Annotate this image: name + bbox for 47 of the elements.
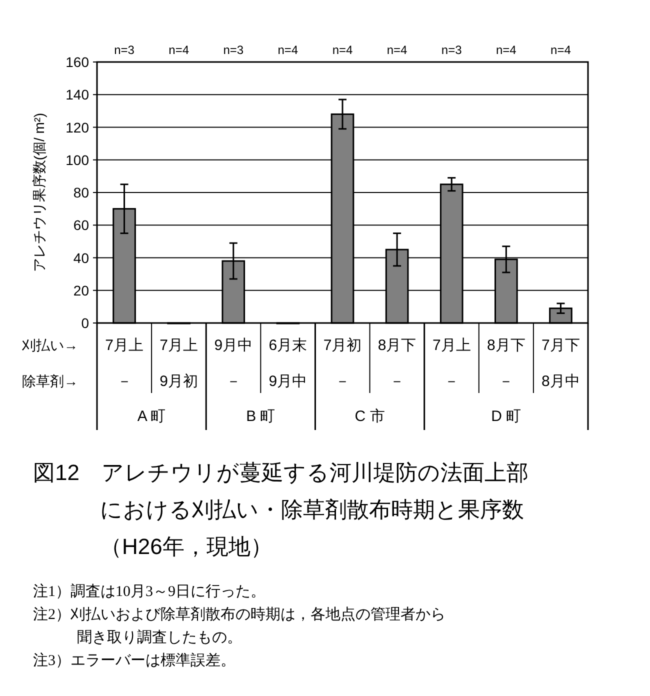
x-tick-label: 8月下 [378,337,416,354]
x-tick-label: 7月上 [160,337,198,354]
x-tick-label: 8月下 [486,337,526,354]
text: － [498,373,514,390]
text: n=3 [441,43,462,57]
y-tick-label: 140 [66,86,90,103]
y-tick-label: 120 [66,119,90,136]
text: － [444,373,460,390]
text: － [390,373,405,390]
y-axis-title: アレチウリ果序数(個/ m²) [31,112,47,272]
text: n=4 [278,43,298,57]
text: 9月中 [268,373,308,390]
text: n=4 [496,43,517,57]
y-tick-label: 0 [81,315,90,331]
text: A 町 [137,408,166,425]
y-tick-label: 60 [73,217,90,234]
x-tick-label: 7月初 [323,337,362,354]
text: n=4 [386,43,408,57]
text: － [335,373,350,390]
text: n=3 [114,43,135,57]
y-tick-label: 20 [73,282,90,298]
x-tick-label: 7月上 [432,337,471,354]
text: n=4 [168,43,190,57]
text: 図12 アレチウリが蔓延する河川堤防の法面上部における刈払い・除草剤散布時期と果序数（H26年，現地） [33,460,528,559]
text: n=3 [223,43,244,57]
text: 注2）刈払いおよび除草剤散布の時期は，各地点の管理者から聞き取り調査したもの。 [33,606,446,646]
text: － [116,373,132,390]
x-tick-label: 6月末 [268,337,308,354]
text: 注3）エラーバーは標準誤差。 [33,652,236,669]
y-tick-label: 100 [66,152,90,168]
y-tick-label: 40 [73,250,90,266]
y-tick-label: 160 [66,54,90,70]
x-tick-label: 7月下 [542,337,580,354]
text: n=4 [332,43,353,57]
text: 9月初 [160,373,198,390]
text: C 市 [354,408,385,425]
text: 刈払い→ [21,337,78,353]
text: D 町 [491,408,522,425]
text: B 町 [246,408,276,425]
text: 除草剤→ [22,373,78,389]
y-tick-label: 80 [73,184,90,200]
text: 注1）調査は10月3～9日に行った。 [33,583,266,600]
text: － [226,373,241,390]
text: n=4 [550,43,572,57]
x-tick-label: 7月上 [105,337,144,354]
text: 8月中 [542,373,580,390]
x-tick-label: 9月中 [214,337,253,354]
